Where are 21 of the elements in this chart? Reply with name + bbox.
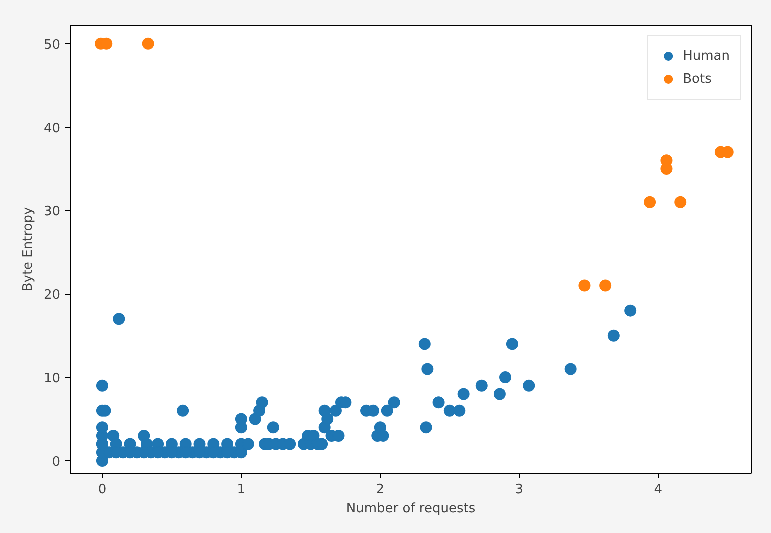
x-tick-label: 4: [654, 482, 663, 498]
y-tick-label: 10: [44, 372, 61, 387]
y-axis-title: Byte Entropy: [20, 207, 36, 292]
y-tick-label: 50: [44, 38, 61, 53]
y-tick-label: 30: [44, 204, 61, 220]
y-tick-label: 0: [52, 454, 61, 470]
legend-label: Bots: [683, 72, 712, 86]
point: [600, 280, 612, 292]
x-tick-label: 3: [515, 482, 524, 498]
point: [660, 163, 673, 175]
y-tick-label: 40: [44, 121, 61, 136]
point: [674, 196, 687, 208]
y-tick-label: 20: [44, 288, 61, 304]
x-tick-label: 2: [376, 482, 385, 498]
point: [644, 196, 656, 208]
point: [578, 280, 591, 292]
point: [142, 38, 154, 50]
x-tick-label: 1: [237, 482, 246, 498]
x-tick-label: 0: [98, 482, 107, 498]
legend-label: Human: [683, 48, 730, 64]
x-axis-title: Number of requests: [346, 502, 476, 516]
